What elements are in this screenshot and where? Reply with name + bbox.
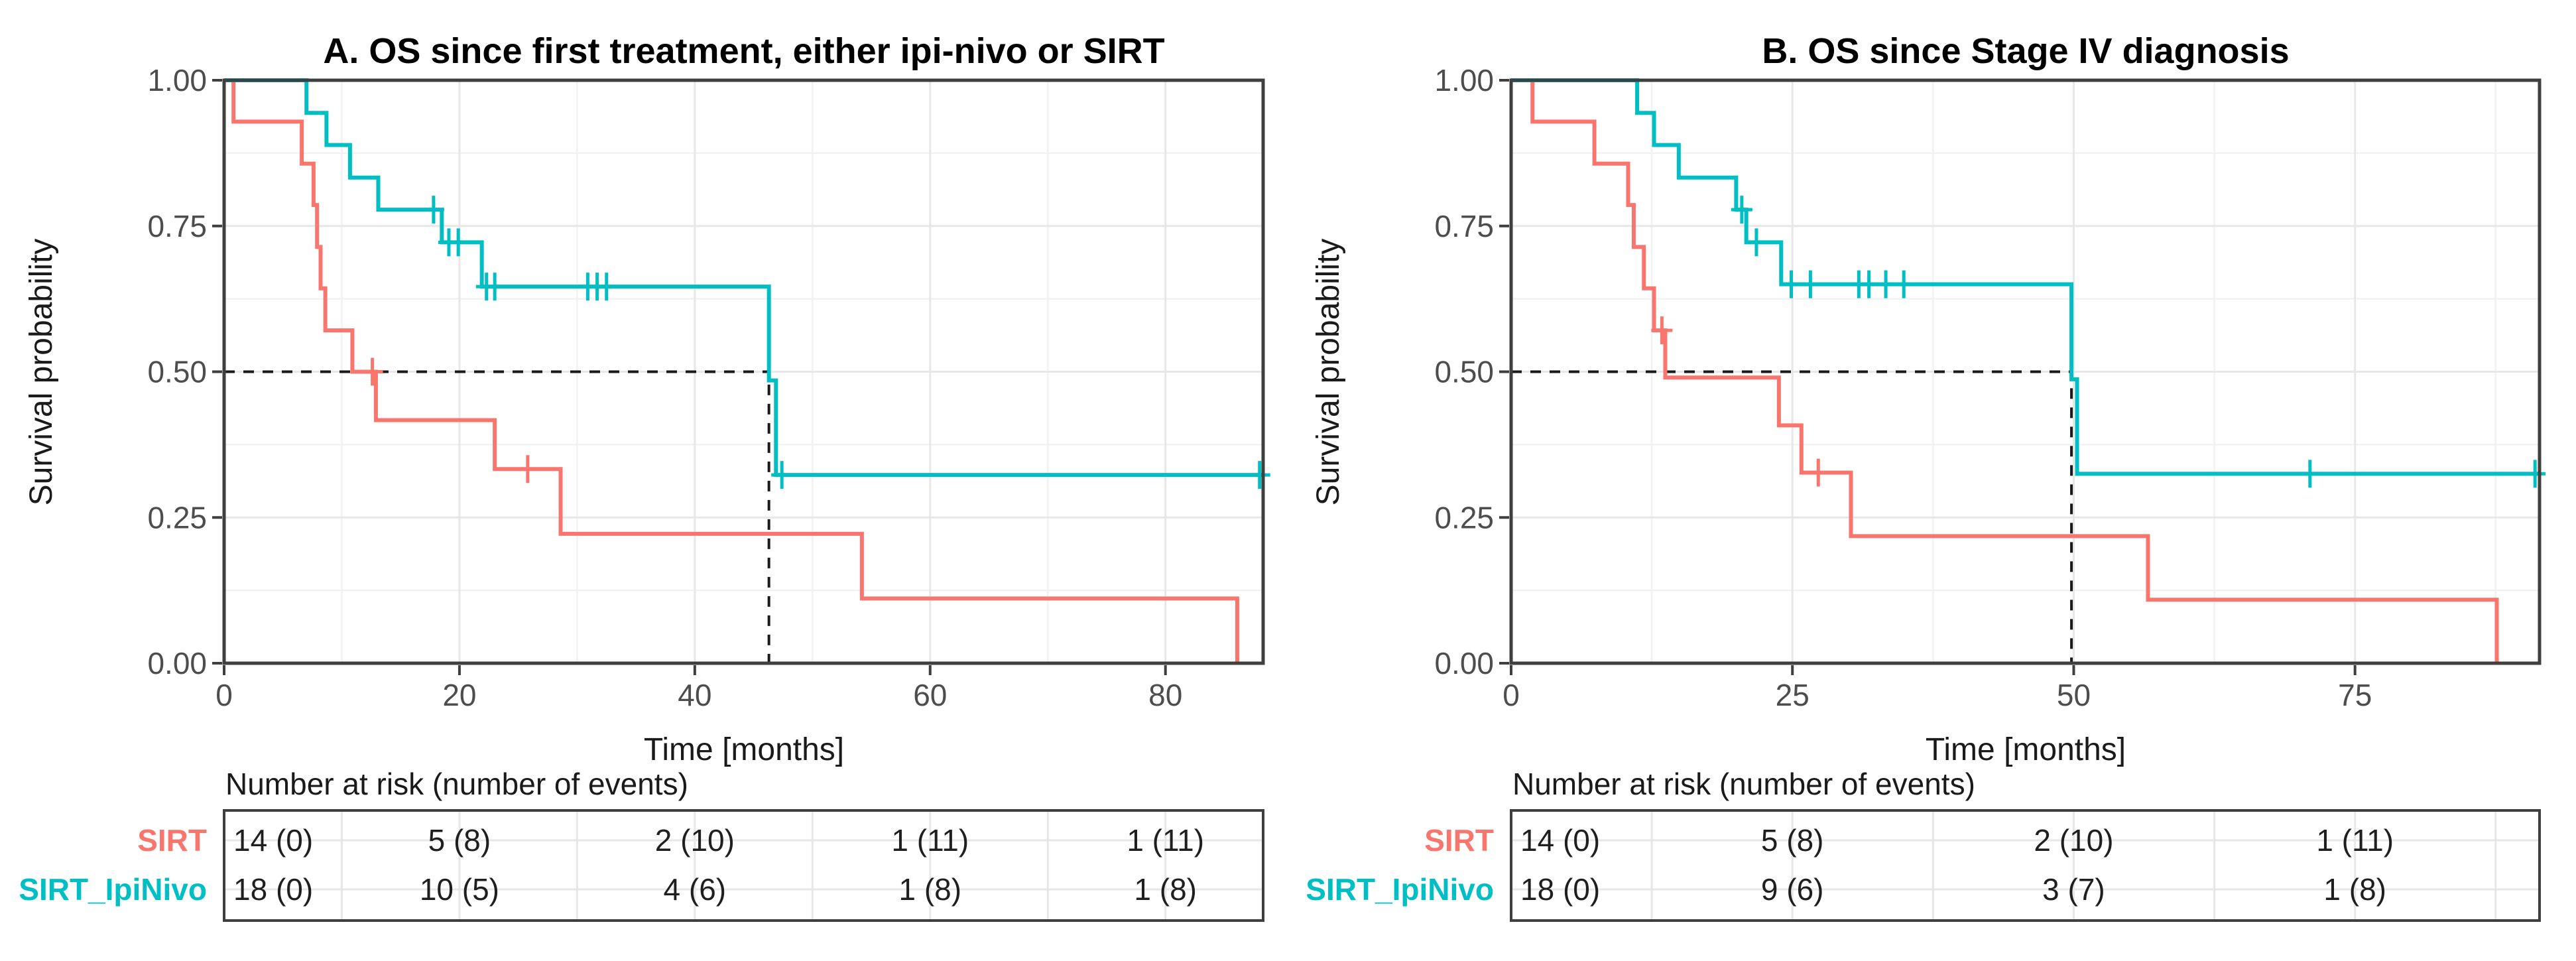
x-tick-label: 80 bbox=[1148, 678, 1182, 712]
risk-value-sirt-t0: 14 (0) bbox=[233, 823, 313, 858]
panel-a-x-axis-title: Time [months] bbox=[644, 732, 844, 767]
y-tick-label: 0.75 bbox=[147, 209, 207, 243]
censor-marks-sirt_ipinivo bbox=[422, 196, 1270, 489]
y-tick-label: 1.00 bbox=[147, 63, 207, 97]
x-tick-label: 60 bbox=[913, 678, 947, 712]
y-tick-label: 1.00 bbox=[1434, 63, 1494, 97]
risk-value-sirt_ipinivo-t0: 18 (0) bbox=[1520, 872, 1600, 907]
km-curve-sirt_ipinivo bbox=[1511, 78, 2540, 476]
risk-value-sirt-t0: 14 (0) bbox=[1520, 823, 1600, 858]
risk-value-sirt-t50: 2 (10) bbox=[2034, 823, 2113, 858]
risk-value-sirt_ipinivo-t60: 1 (8) bbox=[898, 872, 961, 907]
km-curve-sirt_ipinivo bbox=[224, 78, 1263, 478]
censor-marks-sirt_ipinivo bbox=[1731, 196, 2546, 488]
panel-b-risk-row-label-sirt-ipinivo: SIRT_IpiNivo bbox=[1306, 872, 1494, 907]
x-tick-label: 25 bbox=[1776, 678, 1809, 712]
km-curve-sirt bbox=[224, 78, 1239, 663]
panel-a-y-axis-title: Survival probability bbox=[24, 239, 59, 506]
y-tick-label: 0.25 bbox=[1434, 500, 1494, 535]
risk-value-sirt_ipinivo-t50: 3 (7) bbox=[2042, 872, 2105, 907]
panel-b-risk-row-label-sirt: SIRT bbox=[1424, 823, 1494, 858]
km-panel-b: 0 25 50 75 0.00 0.25 0.50 0.75 1.00 14 (0) 5 (8) 2 … bbox=[1434, 63, 2546, 922]
x-tick-label: 40 bbox=[678, 678, 711, 712]
panel-b-x-axis-title: Time [months] bbox=[1926, 732, 2126, 767]
km-panel-a: 0 20 40 60 80 0.00 0.25 0.50 0.75 1.00 14 (0) 5 (8)… bbox=[147, 63, 1270, 922]
x-tick-label: 0 bbox=[215, 678, 233, 712]
risk-value-sirt-t80: 1 (11) bbox=[1127, 823, 1204, 858]
risk-value-sirt_ipinivo-t20: 10 (5) bbox=[420, 872, 499, 907]
y-tick-label: 0.25 bbox=[147, 500, 207, 535]
panel-a-title: A. OS since first treatment, either ipi-… bbox=[323, 31, 1164, 71]
risk-value-sirt-t20: 5 (8) bbox=[428, 823, 491, 858]
risk-value-sirt_ipinivo-t80: 1 (8) bbox=[1134, 872, 1197, 907]
y-tick-label: 0.00 bbox=[147, 646, 207, 680]
panel-a-risk-row-label-sirt: SIRT bbox=[137, 823, 207, 858]
panel-b-risk-table-header: Number at risk (number of events) bbox=[1512, 767, 1975, 801]
y-tick-label: 0.00 bbox=[1434, 646, 1494, 680]
risk-value-sirt_ipinivo-t75: 1 (8) bbox=[2323, 872, 2386, 907]
risk-value-sirt_ipinivo-t0: 18 (0) bbox=[233, 872, 313, 907]
y-tick-label: 0.50 bbox=[147, 355, 207, 389]
risk-value-sirt_ipinivo-t25: 9 (6) bbox=[1761, 872, 1824, 907]
risk-value-sirt-t75: 1 (11) bbox=[2316, 823, 2394, 858]
panel-b-title: B. OS since Stage IV diagnosis bbox=[1762, 31, 2289, 71]
risk-value-sirt-t60: 1 (11) bbox=[891, 823, 969, 858]
censor-marks-sirt bbox=[361, 357, 538, 483]
x-tick-label: 0 bbox=[1503, 678, 1520, 712]
x-tick-label: 20 bbox=[442, 678, 476, 712]
panel-a-risk-table-header: Number at risk (number of events) bbox=[225, 767, 688, 801]
risk-value-sirt-t40: 2 (10) bbox=[655, 823, 735, 858]
x-tick-label: 50 bbox=[2057, 678, 2091, 712]
risk-value-sirt_ipinivo-t40: 4 (6) bbox=[664, 872, 727, 907]
x-tick-label: 75 bbox=[2338, 678, 2372, 712]
y-tick-label: 0.75 bbox=[1434, 209, 1494, 243]
panel-b-y-axis-title: Survival probability bbox=[1311, 239, 1346, 506]
panel-a-risk-row-label-sirt-ipinivo: SIRT_IpiNivo bbox=[19, 872, 207, 907]
y-tick-label: 0.50 bbox=[1434, 355, 1494, 389]
censor-marks-sirt bbox=[1651, 316, 1829, 487]
risk-value-sirt-t25: 5 (8) bbox=[1761, 823, 1824, 858]
